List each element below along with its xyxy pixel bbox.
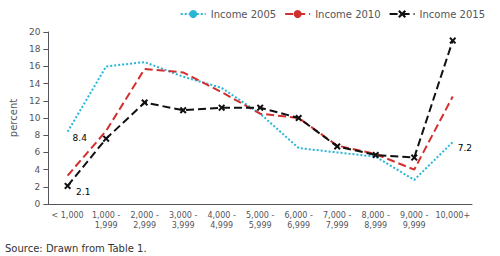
svg-text:7,999: 7,999 [326,221,349,230]
svg-text:6,000 -: 6,000 - [285,211,313,220]
svg-text:Income 2005: Income 2005 [211,9,276,20]
svg-text:1,000 -: 1,000 - [92,211,120,220]
svg-text:4: 4 [35,165,41,175]
svg-text:2,000 -: 2,000 - [130,211,158,220]
svg-text:Income 2015: Income 2015 [420,9,485,20]
svg-text:5,999: 5,999 [249,221,272,230]
svg-text:9,000 -: 9,000 - [400,211,428,220]
svg-text:14: 14 [29,79,41,89]
svg-text:2.1: 2.1 [76,187,90,197]
svg-text:percent: percent [8,99,19,137]
svg-text:3,999: 3,999 [172,221,195,230]
svg-text:9,999: 9,999 [403,221,426,230]
svg-text:6: 6 [35,147,41,157]
svg-text:0: 0 [35,199,41,209]
svg-text:3,000 -: 3,000 - [169,211,197,220]
svg-text:16: 16 [29,61,41,71]
svg-text:10,000+: 10,000+ [435,211,470,220]
svg-text:8,000 -: 8,000 - [362,211,390,220]
svg-text:1,999: 1,999 [95,221,118,230]
svg-text:5,000 -: 5,000 - [246,211,274,220]
svg-text:Source: Drawn from Table 1.: Source: Drawn from Table 1. [5,243,147,254]
svg-text:20: 20 [29,27,41,37]
svg-text:2: 2 [35,182,41,192]
svg-text:8: 8 [35,130,41,140]
svg-text:4,000 -: 4,000 - [207,211,235,220]
svg-text:< 1,000: < 1,000 [52,211,84,220]
svg-text:2,999: 2,999 [133,221,156,230]
svg-text:8.4: 8.4 [73,133,88,143]
svg-text:6,999: 6,999 [287,221,310,230]
svg-text:12: 12 [29,96,40,106]
svg-text:4,999: 4,999 [210,221,233,230]
svg-text:Income 2010: Income 2010 [315,9,380,20]
svg-text:10: 10 [29,113,41,123]
svg-text:7.2: 7.2 [458,143,472,153]
svg-text:18: 18 [29,44,41,54]
svg-text:7,000 -: 7,000 - [323,211,351,220]
svg-text:8,999: 8,999 [364,221,387,230]
